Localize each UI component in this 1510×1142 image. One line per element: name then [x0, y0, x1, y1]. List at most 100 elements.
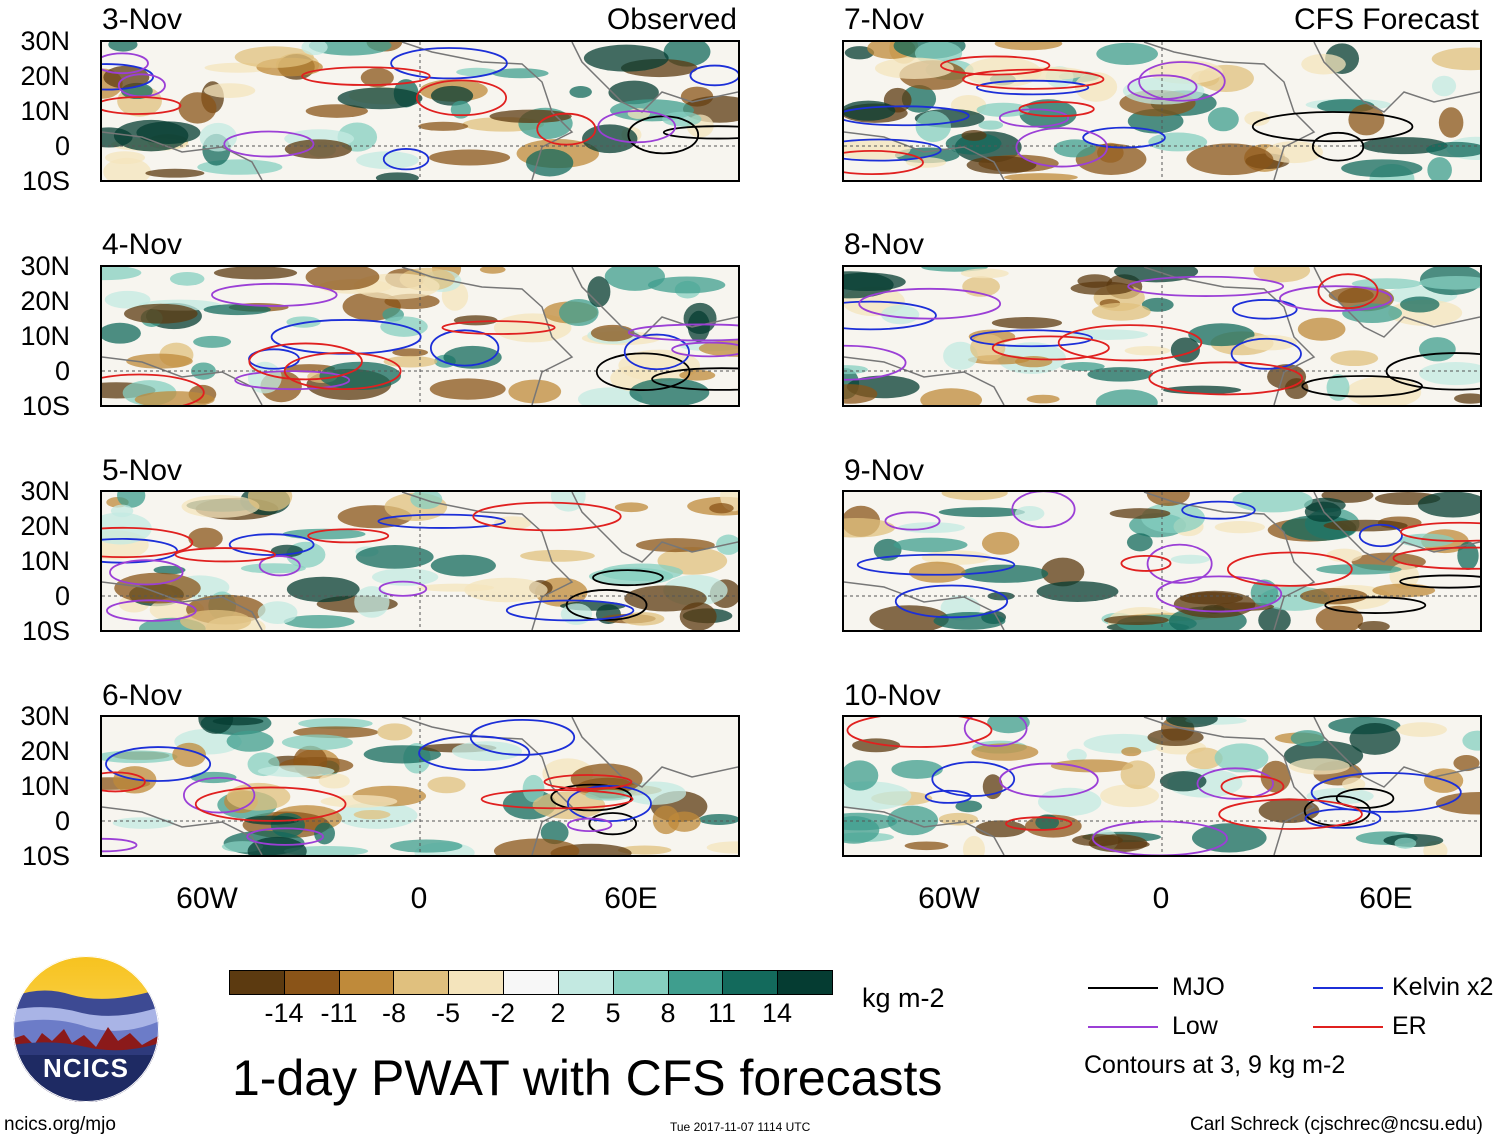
contour-kelvin-x2: [105, 746, 212, 782]
pwat-anomaly-blob: [1396, 722, 1447, 737]
pwat-anomaly-blob: [1301, 53, 1346, 75]
pwat-anomaly-blob: [354, 586, 390, 618]
lat-label: 0: [54, 131, 70, 161]
pwat-anomaly-blob: [301, 42, 328, 56]
pwat-anomaly-blob: [608, 80, 659, 105]
panel-date-right-4: 10-Nov: [844, 679, 941, 712]
coastline: [844, 356, 1005, 405]
lat-label: 30N: [20, 251, 70, 281]
contour-mjo: [1335, 787, 1395, 809]
pwat-anomaly-blob: [489, 109, 572, 123]
logo-text: NCICS: [43, 1053, 129, 1083]
lat-label: 10S: [21, 841, 70, 871]
pwat-anomaly-blob: [390, 839, 463, 853]
pwat-anomaly-blob: [844, 46, 875, 60]
contour-kelvin-x2: [429, 329, 500, 367]
pwat-anomaly-blob: [371, 568, 439, 586]
coastline: [1313, 492, 1480, 563]
pwat-anomaly-blob: [212, 717, 264, 726]
contour-kelvin-x2: [689, 64, 738, 87]
pwat-anomaly-blob: [234, 46, 314, 68]
pwat-anomaly-blob: [1431, 47, 1480, 71]
pwat-anomaly-blob: [844, 760, 879, 791]
lat-label: 10N: [20, 546, 70, 576]
pwat-anomaly-blob: [193, 335, 232, 348]
map-panel-right-1: [842, 40, 1482, 182]
contour-low: [258, 555, 301, 577]
pwat-anomaly-blob: [1141, 297, 1174, 312]
pwat-anomaly-blob: [906, 157, 947, 168]
pwat-anomaly-blob: [1077, 274, 1113, 288]
contour-er: [1218, 798, 1363, 830]
pwat-anomaly-blob: [938, 507, 1025, 518]
pwat-anomaly-blob: [647, 276, 726, 294]
contour-mjo: [651, 367, 738, 391]
contour-er: [1226, 551, 1353, 587]
coastline: [401, 492, 574, 630]
pwat-anomaly-blob: [978, 120, 1004, 130]
pwat-anomaly-blob: [981, 531, 1020, 555]
pwat-anomaly-blob: [1435, 791, 1480, 815]
footer-website-link[interactable]: ncics.org/mjo: [4, 1114, 116, 1135]
pwat-anomaly-blob: [577, 387, 643, 405]
contour-low: [109, 559, 184, 586]
pwat-anomaly-blob: [920, 388, 983, 405]
pwat-anomaly-blob: [1250, 579, 1279, 607]
contour-er: [248, 342, 363, 381]
contour-low: [211, 282, 338, 307]
lat-label: 10S: [21, 616, 70, 646]
panel-kind-right-1: CFS Forecast: [1293, 3, 1479, 36]
pwat-anomaly-blob: [941, 492, 1008, 501]
pwat-anomaly-blob: [587, 276, 611, 308]
legend-swatch-mjo: [1088, 987, 1158, 989]
contour-er: [102, 96, 182, 115]
pwat-anomaly-blob: [247, 836, 307, 855]
pwat-anomaly-blob: [1126, 533, 1153, 552]
colorbar-swatch: [338, 970, 395, 995]
contour-kelvin-x2: [969, 329, 1093, 348]
panel-kind-left-1: Observed: [606, 3, 737, 36]
contour-mjo: [1301, 375, 1423, 398]
pwat-anomaly-blob: [1417, 492, 1480, 518]
contour-kelvin-x2: [1082, 126, 1166, 149]
contour-low: [1146, 543, 1213, 584]
pwat-anomaly-blob: [844, 384, 878, 404]
pwat-anomaly-blob: [1109, 508, 1171, 519]
pwat-anomaly-blob: [1060, 362, 1105, 371]
pwat-anomaly-blob: [1159, 771, 1207, 792]
coastline: [844, 581, 1005, 630]
colorbar-tick-label: 2: [550, 998, 566, 1028]
pwat-anomaly-blob: [583, 44, 669, 72]
contour-er: [301, 66, 431, 86]
pwat-anomaly-blob: [417, 583, 495, 592]
pwat-anomaly-blob: [1284, 378, 1309, 400]
pwat-anomaly-blob: [623, 781, 687, 805]
contour-kelvin-x2: [844, 138, 942, 162]
contour-low: [1127, 275, 1285, 297]
pwat-anomaly-blob: [1290, 730, 1325, 747]
pwat-anomaly-blob: [320, 794, 398, 808]
contour-er: [441, 320, 556, 335]
legend-note: Contours at 3, 9 kg m-2: [1084, 1051, 1346, 1079]
pwat-anomaly-blob: [282, 528, 366, 540]
contour-low: [234, 370, 351, 391]
colorbar-tick-label: -2: [490, 998, 515, 1028]
pwat-anomaly-blob: [203, 304, 271, 316]
contour-low: [102, 837, 138, 853]
pwat-anomaly-blob: [976, 102, 1030, 117]
pwat-anomaly-blob: [558, 299, 599, 327]
contour-kelvin-x2: [844, 105, 970, 127]
contour-mjo: [662, 125, 738, 140]
colorbar-units: kg m-2: [862, 983, 945, 1013]
pwat-anomaly-blob: [113, 119, 189, 152]
contour-mjo: [1399, 574, 1480, 589]
pwat-anomaly-blob: [102, 267, 142, 281]
pwat-anomaly-blob: [1288, 758, 1350, 775]
contour-er: [1392, 546, 1480, 570]
pwat-anomaly-blob: [1088, 834, 1148, 853]
map-panel-left-3: [100, 490, 740, 632]
lat-label: 30N: [20, 476, 70, 506]
pwat-anomaly-blob: [1019, 99, 1077, 129]
contour-low: [597, 110, 677, 144]
contour-low: [1279, 285, 1393, 312]
